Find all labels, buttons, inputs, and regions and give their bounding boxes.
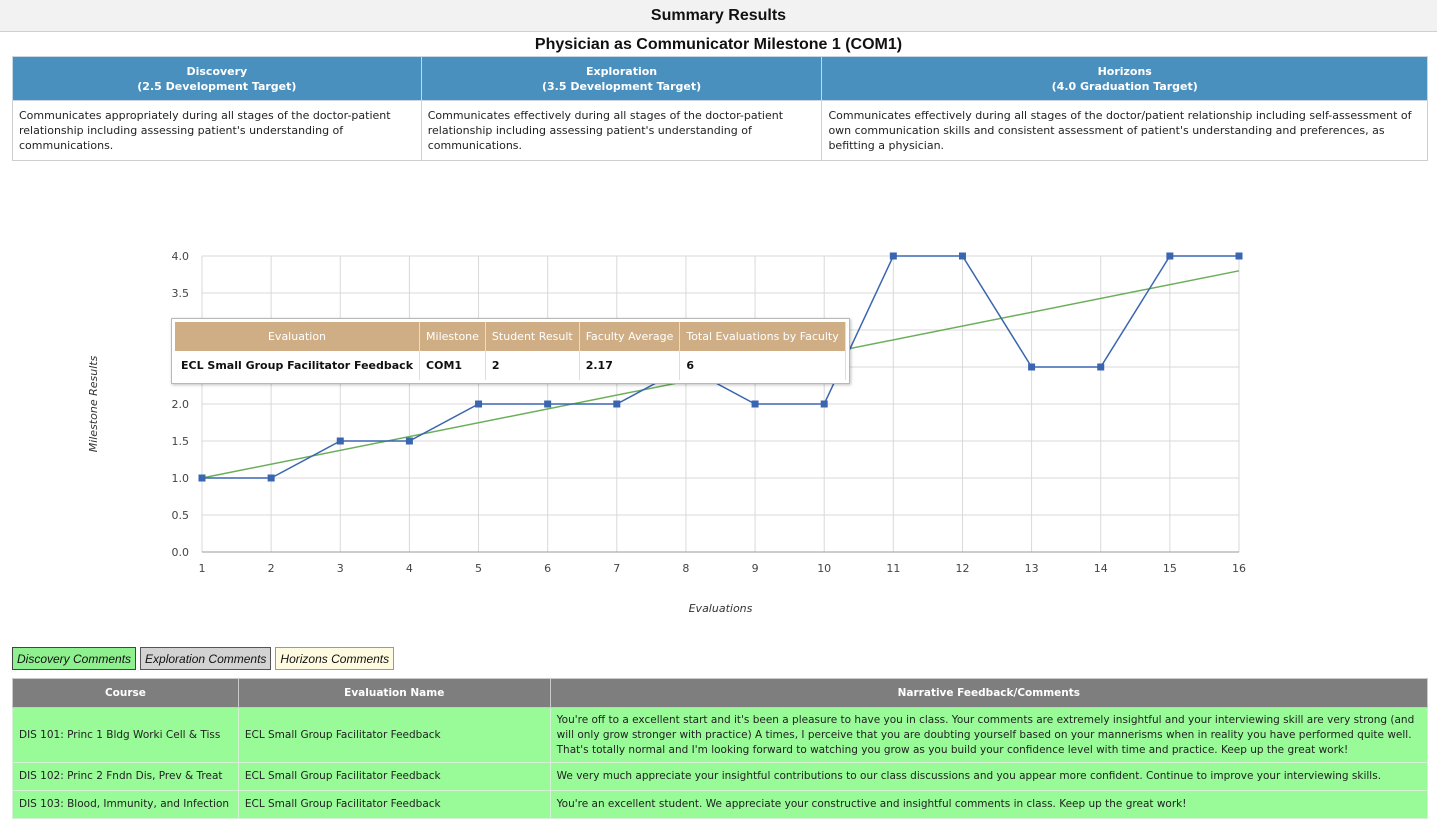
column-header-feedback: Narrative Feedback/Comments — [549, 678, 1429, 708]
page-title: Summary Results — [650, 6, 787, 24]
x-tick-label: 12 — [955, 562, 969, 575]
level-name: Discovery — [186, 64, 248, 78]
y-tick-label: 0.0 — [172, 546, 190, 559]
data-point — [1097, 363, 1105, 371]
x-tick-label: 7 — [613, 562, 620, 575]
x-tick-label: 2 — [268, 562, 275, 575]
tooltip-header-total-evaluations: Total Evaluations by Faculty — [679, 322, 846, 351]
course-cell: DIS 101: Princ 1 Bldg Worki Cell & Tiss — [12, 707, 239, 763]
data-point — [889, 252, 897, 260]
y-tick-label: 1.5 — [172, 435, 190, 448]
level-target: (3.5 Development Target) — [541, 79, 702, 93]
table-row: DIS 101: Princ 1 Bldg Worki Cell & Tiss … — [12, 707, 1429, 763]
data-point — [1235, 252, 1243, 260]
level-description-exploration: Communicates effectively during all stag… — [420, 100, 823, 161]
level-description-horizons: Communicates effectively during all stag… — [821, 100, 1428, 161]
x-tick-label: 8 — [682, 562, 689, 575]
level-target: (4.0 Graduation Target) — [1051, 79, 1198, 93]
tooltip-header-student-result: Student Result — [485, 322, 580, 351]
x-tick-label: 16 — [1232, 562, 1246, 575]
evaluation-cell: ECL Small Group Facilitator Feedback — [237, 790, 551, 819]
chart-tooltip: Evaluation Milestone Student Result Facu… — [171, 318, 850, 384]
x-tick-label: 9 — [752, 562, 759, 575]
level-header-discovery: Discovery (2.5 Development Target) — [12, 56, 422, 101]
evaluation-cell: ECL Small Group Facilitator Feedback — [237, 707, 551, 763]
comments-table: Course Evaluation Name Narrative Feedbac… — [12, 678, 1429, 819]
level-header-horizons: Horizons (4.0 Graduation Target) — [821, 56, 1428, 101]
tooltip-student-result: 2 — [485, 351, 580, 380]
level-name: Exploration — [586, 64, 658, 78]
data-point — [1166, 252, 1174, 260]
milestone-levels-table: Discovery (2.5 Development Target) Explo… — [12, 56, 1428, 161]
data-point — [1028, 363, 1036, 371]
column-header-evaluation-name: Evaluation Name — [237, 678, 551, 708]
feedback-cell: You're off to a excellent start and it's… — [549, 707, 1429, 763]
data-point — [751, 400, 759, 408]
discovery-comments-button[interactable]: Discovery Comments — [12, 647, 137, 670]
x-tick-label: 4 — [406, 562, 413, 575]
milestone-chart: 0.00.51.01.52.02.53.03.54.01234567891011… — [0, 230, 1437, 630]
level-header-exploration: Exploration (3.5 Development Target) — [420, 56, 823, 101]
course-cell: DIS 103: Blood, Immunity, and Infection — [12, 790, 239, 819]
y-axis-label: Milestone Results — [87, 355, 100, 452]
x-tick-label: 15 — [1163, 562, 1177, 575]
exploration-comments-button[interactable]: Exploration Comments — [140, 647, 272, 670]
data-point — [820, 400, 828, 408]
y-tick-label: 1.0 — [172, 472, 190, 485]
data-point — [405, 437, 413, 445]
tooltip-milestone: COM1 — [419, 351, 486, 380]
x-tick-label: 14 — [1094, 562, 1108, 575]
x-tick-label: 10 — [817, 562, 831, 575]
data-point — [336, 437, 344, 445]
tooltip-evaluation: ECL Small Group Facilitator Feedback — [175, 351, 421, 380]
evaluation-cell: ECL Small Group Facilitator Feedback — [237, 762, 551, 791]
x-tick-label: 6 — [544, 562, 551, 575]
page-header: Summary Results — [0, 0, 1437, 32]
data-point — [475, 400, 483, 408]
tooltip-total-evaluations: 6 — [679, 351, 846, 380]
tooltip-faculty-average: 2.17 — [579, 351, 681, 380]
x-tick-label: 11 — [886, 562, 900, 575]
horizons-comments-button[interactable]: Horizons Comments — [275, 647, 395, 670]
tooltip-header-faculty-average: Faculty Average — [579, 322, 681, 351]
level-description-discovery: Communicates appropriately during all st… — [12, 100, 422, 161]
y-tick-label: 2.0 — [172, 398, 190, 411]
tooltip-header-evaluation: Evaluation — [175, 322, 421, 351]
milestone-title: Physician as Communicator Milestone 1 (C… — [534, 36, 903, 53]
table-row: DIS 102: Princ 2 Fndn Dis, Prev & Treat … — [12, 762, 1429, 791]
results-line — [202, 255, 1239, 479]
x-tick-label: 5 — [475, 562, 482, 575]
data-point — [544, 400, 552, 408]
y-tick-label: 3.5 — [172, 287, 190, 300]
feedback-cell: You're an excellent student. We apprecia… — [549, 790, 1429, 819]
x-tick-label: 3 — [337, 562, 344, 575]
y-tick-label: 4.0 — [172, 250, 190, 263]
data-point — [613, 400, 621, 408]
level-target: (2.5 Development Target) — [137, 79, 297, 93]
data-point — [267, 474, 275, 482]
table-row: DIS 103: Blood, Immunity, and Infection … — [12, 790, 1429, 819]
chart-svg: 0.00.51.01.52.02.53.03.54.01234567891011… — [87, 250, 1246, 615]
x-tick-label: 13 — [1025, 562, 1039, 575]
comment-tabs: Discovery Comments Exploration Comments … — [12, 647, 395, 670]
data-point — [198, 474, 206, 482]
y-tick-label: 0.5 — [172, 509, 190, 522]
level-name: Horizons — [1097, 64, 1152, 78]
x-tick-label: 1 — [199, 562, 206, 575]
x-axis-label: Evaluations — [689, 602, 753, 615]
course-cell: DIS 102: Princ 2 Fndn Dis, Prev & Treat — [12, 762, 239, 791]
tooltip-header-milestone: Milestone — [419, 322, 486, 351]
data-point — [958, 252, 966, 260]
column-header-course: Course — [12, 678, 239, 708]
feedback-cell: We very much appreciate your insightful … — [549, 762, 1429, 791]
